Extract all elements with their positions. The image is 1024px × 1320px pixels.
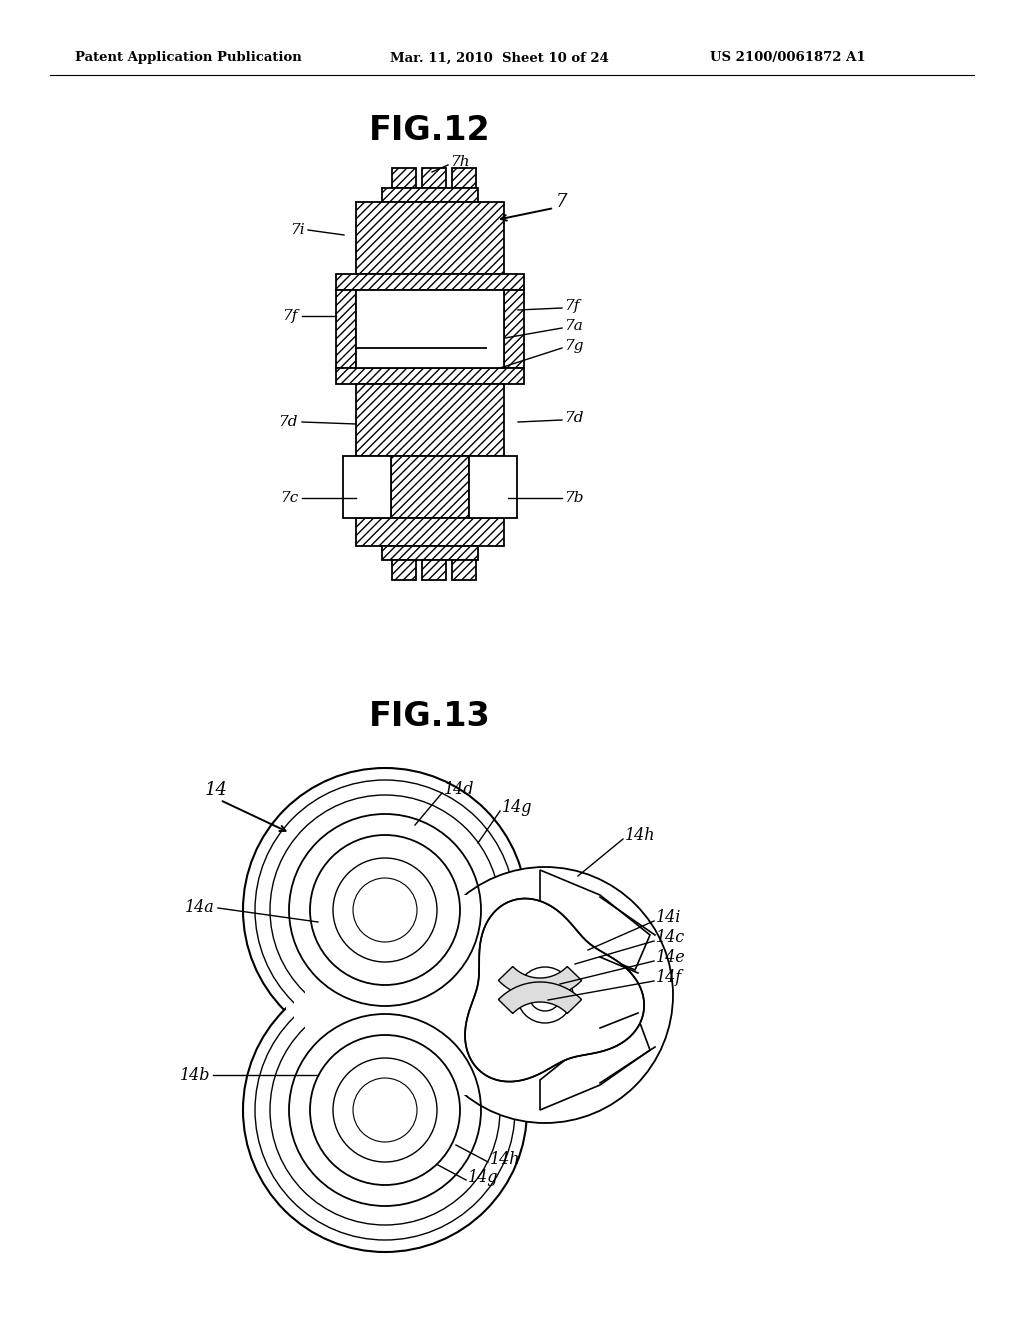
- Bar: [382, 546, 478, 560]
- Bar: [452, 168, 476, 187]
- Text: 14h: 14h: [625, 828, 655, 845]
- Polygon shape: [540, 1015, 650, 1110]
- Circle shape: [243, 968, 527, 1251]
- Bar: [356, 202, 504, 275]
- Circle shape: [270, 795, 500, 1026]
- Text: 7h: 7h: [450, 154, 470, 169]
- Bar: [336, 275, 524, 290]
- Bar: [356, 290, 504, 368]
- Bar: [370, 895, 545, 1096]
- Text: FIG.12: FIG.12: [370, 114, 490, 147]
- Text: 14: 14: [205, 781, 228, 799]
- Text: 14d: 14d: [444, 781, 474, 799]
- Text: 14g: 14g: [502, 800, 532, 817]
- Bar: [392, 168, 416, 187]
- Bar: [452, 560, 476, 579]
- Bar: [336, 290, 356, 368]
- Circle shape: [255, 780, 515, 1040]
- Bar: [356, 517, 504, 546]
- Text: 14e: 14e: [656, 949, 686, 966]
- Text: 14i: 14i: [656, 909, 681, 927]
- Circle shape: [243, 768, 527, 1052]
- Text: Mar. 11, 2010  Sheet 10 of 24: Mar. 11, 2010 Sheet 10 of 24: [390, 51, 609, 65]
- Text: 7i: 7i: [291, 223, 305, 238]
- Text: 7f: 7f: [283, 309, 298, 323]
- Text: 14f: 14f: [656, 969, 682, 986]
- Bar: [305, 968, 466, 1130]
- Bar: [382, 187, 478, 202]
- Bar: [286, 981, 484, 1130]
- Bar: [336, 368, 524, 384]
- Circle shape: [255, 979, 515, 1239]
- Bar: [391, 455, 469, 517]
- Text: 7f: 7f: [564, 300, 580, 313]
- Bar: [504, 290, 524, 368]
- Text: 14h: 14h: [490, 1151, 520, 1168]
- Polygon shape: [540, 870, 650, 970]
- Polygon shape: [465, 899, 644, 1081]
- Circle shape: [270, 995, 500, 1225]
- Bar: [343, 455, 391, 517]
- Text: 14c: 14c: [656, 929, 685, 946]
- Bar: [422, 168, 446, 187]
- Text: FIG.13: FIG.13: [369, 700, 490, 733]
- Text: 7a: 7a: [564, 319, 583, 333]
- Text: US 2100/0061872 A1: US 2100/0061872 A1: [710, 51, 865, 65]
- Text: 7d: 7d: [279, 414, 298, 429]
- Bar: [422, 560, 446, 579]
- Bar: [486, 348, 504, 368]
- Text: 7b: 7b: [564, 491, 584, 506]
- Text: 7g: 7g: [564, 339, 584, 352]
- Bar: [356, 384, 504, 455]
- Bar: [392, 560, 416, 579]
- Text: 14a: 14a: [185, 899, 215, 916]
- Polygon shape: [499, 982, 582, 1014]
- Text: 7c: 7c: [280, 491, 298, 506]
- Circle shape: [417, 867, 673, 1123]
- Text: 7d: 7d: [564, 411, 584, 425]
- Polygon shape: [499, 966, 582, 998]
- Bar: [294, 975, 476, 1130]
- Text: 7: 7: [556, 193, 567, 211]
- Text: Patent Application Publication: Patent Application Publication: [75, 51, 302, 65]
- Text: 14b: 14b: [179, 1067, 210, 1084]
- Text: 14g: 14g: [468, 1170, 499, 1187]
- Bar: [469, 455, 517, 517]
